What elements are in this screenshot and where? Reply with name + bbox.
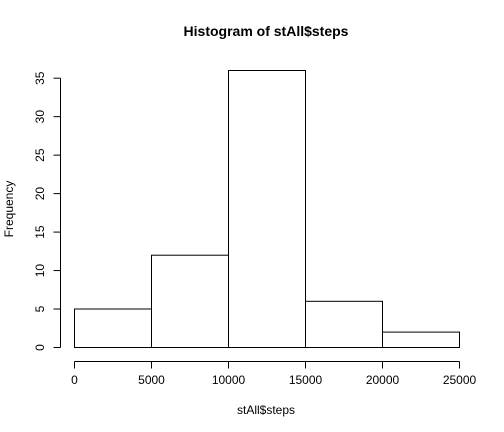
y-tick-label: 0	[33, 344, 47, 351]
y-tick-label: 20	[33, 187, 47, 201]
x-tick-label: 5000	[138, 373, 165, 387]
histogram-bar-1	[75, 309, 152, 348]
x-tick-label: 15000	[289, 373, 323, 387]
y-tick-label: 30	[33, 110, 47, 124]
x-tick-label: 0	[71, 373, 78, 387]
histogram-bar-3	[229, 71, 306, 348]
y-axis: 0 5 10 15 20 25 30 35	[33, 71, 61, 351]
x-tick-label: 10000	[212, 373, 246, 387]
bars-group	[75, 71, 460, 348]
histogram-bar-4	[306, 301, 383, 347]
x-tick-label: 20000	[366, 373, 400, 387]
chart-title: Histogram of stAll$steps	[184, 23, 349, 39]
y-tick-label: 25	[33, 148, 47, 162]
y-tick-label: 10	[33, 264, 47, 278]
x-tick-label: 25000	[443, 373, 477, 387]
y-tick-label: 15	[33, 225, 47, 239]
y-tick-label: 5	[33, 305, 47, 312]
histogram-bar-5	[383, 332, 460, 347]
x-axis-label: stAll$steps	[237, 403, 295, 417]
x-axis: 0 5000 10000 15000 20000 25000	[71, 362, 476, 388]
y-tick-label: 35	[33, 71, 47, 85]
y-axis-label: Frequency	[2, 181, 16, 238]
histogram-bar-2	[152, 255, 229, 347]
